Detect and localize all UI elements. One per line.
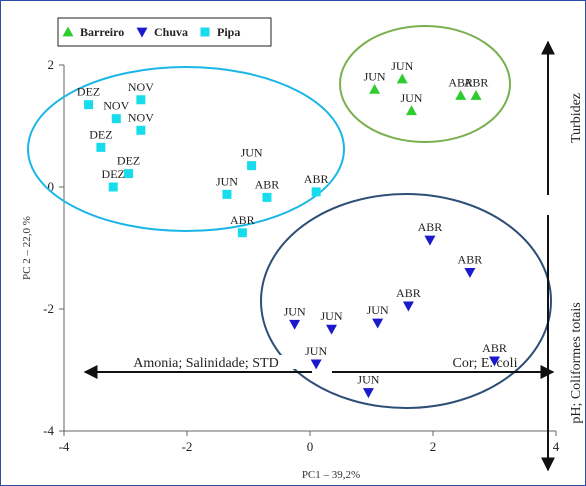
x-tick-label: 0 [307,439,314,454]
chuva-point-label: JUN [357,373,379,387]
barreiro-point [470,90,482,100]
chuva-point [464,268,476,278]
pipa-point [136,125,146,135]
barreiro-point-label: JUN [391,59,413,73]
annotation-cor: Cor; E. coli [453,356,518,371]
pipa-legend-marker [200,27,210,37]
pipa-point [237,228,247,238]
barreiro-point [396,73,408,84]
chuva-point-label: JUN [367,303,389,317]
pipa-point [247,161,257,171]
chuva-point [326,324,338,335]
y-tick-label: -4 [43,423,54,438]
chuva-legend-label: Chuva [154,25,188,39]
chuva-point-label: ABR [458,252,483,266]
pipa-point-label: NOV [103,99,129,113]
chuva-point-label: JUN [284,304,306,318]
pipa-point-label: JUN [241,146,263,160]
chuva-group-ellipse [260,193,552,409]
x-tick-label: 4 [553,439,560,454]
chuva-point [310,359,322,370]
y-tick-label: -2 [43,301,54,316]
barreiro-point-label: JUN [364,69,386,83]
chuva-point-label: ABR [418,220,443,234]
pipa-point-label: NOV [128,110,154,124]
pipa-point [111,114,121,124]
chuva-point [402,301,414,312]
barreiro-point [455,90,467,100]
chuva-legend-marker [136,27,148,38]
pipa-point-label: ABR [304,172,329,186]
chuva-point-label: ABR [396,286,421,300]
pipa-group-ellipse [27,66,345,232]
y-tick-label: 2 [48,57,55,72]
y-tick-label: 0 [48,179,55,194]
pipa-point-label: DEZ [117,154,140,168]
pipa-point-label: DEZ [77,85,100,99]
barreiro-point-label: ABR [464,76,489,90]
pipa-legend-label: Pipa [217,25,240,39]
annotation-ph: pH; Coliformes totais [569,302,584,423]
chuva-point [372,318,384,329]
chuva-point-label: JUN [305,344,327,358]
pipa-point [262,192,272,202]
pipa-point [222,189,232,199]
pipa-point-label: JUN [216,174,238,188]
barreiro-legend-marker [62,26,74,37]
pipa-point-label: DEZ [102,167,125,181]
x-tick-label: 2 [430,439,437,454]
pipa-point-label: ABR [255,177,280,191]
chuva-point [289,319,301,330]
y-axis-label: PC 2 – 22,0 % [21,216,33,280]
barreiro-point [369,83,381,94]
chuva-point [489,356,500,367]
chuva-point-label: JUN [321,309,343,323]
annotation-amonia: Amonia; Salinidade; STD [133,356,278,371]
pipa-point [124,169,134,179]
pipa-point [311,187,321,197]
barreiro-point-label: ABR [448,76,473,90]
annotation-turbidez: Turbidez [569,93,584,143]
pipa-point-label: ABR [230,213,255,227]
pipa-point [84,100,94,110]
x-axis-label: PC1 – 39,2% [302,469,360,481]
chuva-point [424,235,436,246]
x-tick-label: -4 [59,439,70,454]
legend: Barreiro Chuva Pipa [57,17,272,47]
chuva-point [362,388,374,399]
x-tick-label: -2 [182,439,193,454]
barreiro-point [405,105,417,116]
pipa-point [96,142,106,152]
pipa-point-label: DEZ [89,127,112,141]
barreiro-group-ellipse [339,25,511,143]
barreiro-point-label: JUN [400,91,422,105]
pipa-point [108,182,118,192]
barreiro-legend-label: Barreiro [80,25,124,39]
chuva-point-label: ABR [482,341,507,355]
legend-box [57,17,272,47]
pipa-point [136,95,146,105]
pipa-point-label: NOV [128,80,154,94]
